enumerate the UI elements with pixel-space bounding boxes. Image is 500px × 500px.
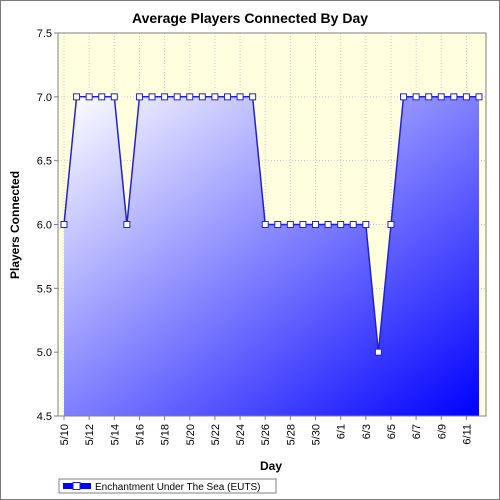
data-point-marker bbox=[425, 93, 433, 101]
x-tick-label: 5/18 bbox=[160, 424, 172, 445]
data-point-marker bbox=[236, 93, 244, 101]
chart-title: Average Players Connected By Day bbox=[132, 10, 368, 26]
data-point-marker bbox=[261, 221, 269, 228]
data-point-marker bbox=[186, 93, 194, 101]
data-point-marker bbox=[249, 93, 257, 101]
data-point-marker bbox=[374, 348, 382, 356]
x-tick-label: 6/5 bbox=[386, 424, 398, 439]
data-point-marker bbox=[362, 221, 370, 228]
y-tick-label: 7.5 bbox=[37, 28, 52, 40]
data-point-marker bbox=[60, 221, 68, 228]
y-tick-label: 5.0 bbox=[37, 347, 52, 359]
data-point-marker bbox=[312, 221, 320, 228]
data-point-marker bbox=[286, 221, 294, 228]
data-point-marker bbox=[223, 93, 231, 101]
data-point-marker bbox=[110, 93, 118, 101]
data-point-marker bbox=[462, 93, 470, 101]
y-tick-label: 5.5 bbox=[37, 283, 52, 295]
area-fill bbox=[64, 96, 479, 417]
data-point-marker bbox=[73, 93, 81, 101]
data-point-marker bbox=[123, 221, 131, 228]
x-tick-label: 6/9 bbox=[436, 424, 448, 439]
data-point-marker bbox=[349, 221, 357, 228]
y-tick-label: 6.0 bbox=[37, 220, 52, 232]
x-tick-label: 6/11 bbox=[461, 424, 473, 445]
x-tick-label: 5/30 bbox=[311, 424, 323, 445]
y-tick-label: 7.0 bbox=[37, 92, 52, 104]
series-line bbox=[63, 96, 479, 353]
x-tick-label: 5/12 bbox=[84, 424, 96, 445]
data-point-marker bbox=[450, 93, 458, 101]
x-axis-label: Day bbox=[260, 459, 282, 473]
x-tick-label: 5/16 bbox=[135, 424, 147, 445]
data-point-marker bbox=[173, 93, 181, 101]
data-point-marker bbox=[475, 93, 483, 101]
data-point-marker bbox=[161, 93, 169, 101]
legend-entry-label: Enchantment Under The Sea (EUTS) bbox=[95, 482, 260, 493]
data-point-marker bbox=[337, 221, 345, 228]
legend: Enchantment Under The Sea (EUTS) bbox=[58, 478, 277, 494]
data-point-marker bbox=[400, 93, 408, 101]
x-tick-label: 6/7 bbox=[411, 424, 423, 439]
data-point-marker bbox=[211, 93, 219, 101]
x-tick-label: 5/26 bbox=[260, 424, 272, 445]
data-point-marker bbox=[98, 93, 106, 101]
data-point-marker bbox=[299, 221, 307, 228]
x-tick-label: 5/10 bbox=[59, 424, 71, 445]
legend-box bbox=[58, 478, 277, 494]
data-point-marker bbox=[274, 221, 282, 228]
y-tick-label: 4.5 bbox=[37, 411, 52, 423]
x-tick-label: 5/28 bbox=[285, 424, 297, 445]
y-axis-ticks: 4.5 5.0 5.5 6.0 6.5 7.0 7.5 bbox=[37, 28, 58, 423]
data-point-marker bbox=[85, 93, 93, 101]
data-point-marker bbox=[437, 93, 445, 101]
x-tick-label: 6/3 bbox=[361, 424, 373, 439]
data-point-marker bbox=[324, 221, 332, 228]
x-tick-label: 5/14 bbox=[109, 424, 121, 445]
data-point-marker bbox=[135, 93, 143, 101]
data-markers bbox=[60, 93, 483, 356]
x-tick-label: 5/24 bbox=[235, 424, 247, 445]
x-tick-label: 6/1 bbox=[336, 424, 348, 439]
legend-marker-icon bbox=[72, 482, 81, 490]
y-axis-label: Players Connected bbox=[8, 171, 22, 279]
data-point-marker bbox=[387, 221, 395, 228]
x-tick-label: 5/20 bbox=[185, 424, 197, 445]
x-axis-ticks: 5/10 5/12 5/14 5/16 5/18 5/20 5/22 5/24 5/26 5/28… bbox=[59, 416, 473, 445]
x-tick-label: 5/22 bbox=[210, 424, 222, 445]
y-tick-label: 6.5 bbox=[37, 156, 52, 168]
data-point-marker bbox=[148, 93, 156, 101]
data-point-marker bbox=[198, 93, 206, 101]
data-point-marker bbox=[412, 93, 420, 101]
